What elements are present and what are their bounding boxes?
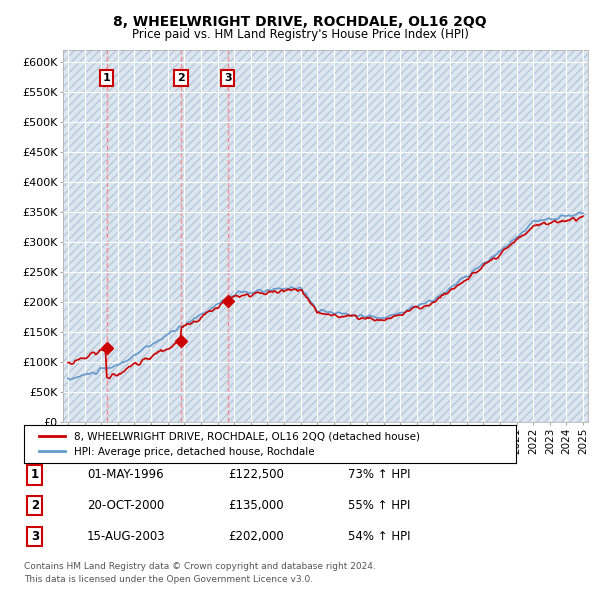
Text: 1: 1: [103, 73, 110, 83]
Text: 01-MAY-1996: 01-MAY-1996: [87, 468, 164, 481]
Text: 8, WHEELWRIGHT DRIVE, ROCHDALE, OL16 2QQ: 8, WHEELWRIGHT DRIVE, ROCHDALE, OL16 2QQ: [113, 15, 487, 29]
Text: Contains HM Land Registry data © Crown copyright and database right 2024.: Contains HM Land Registry data © Crown c…: [24, 562, 376, 571]
Text: 2: 2: [177, 73, 185, 83]
Text: 55% ↑ HPI: 55% ↑ HPI: [348, 499, 410, 512]
Text: 20-OCT-2000: 20-OCT-2000: [87, 499, 164, 512]
Text: 54% ↑ HPI: 54% ↑ HPI: [348, 530, 410, 543]
Text: 3: 3: [31, 530, 39, 543]
Text: £135,000: £135,000: [228, 499, 284, 512]
Legend: 8, WHEELWRIGHT DRIVE, ROCHDALE, OL16 2QQ (detached house), HPI: Average price, d: 8, WHEELWRIGHT DRIVE, ROCHDALE, OL16 2QQ…: [34, 426, 425, 462]
Text: This data is licensed under the Open Government Licence v3.0.: This data is licensed under the Open Gov…: [24, 575, 313, 584]
Text: 3: 3: [224, 73, 232, 83]
Text: Price paid vs. HM Land Registry's House Price Index (HPI): Price paid vs. HM Land Registry's House …: [131, 28, 469, 41]
Text: 15-AUG-2003: 15-AUG-2003: [87, 530, 166, 543]
Text: 2: 2: [31, 499, 39, 512]
Text: 1: 1: [31, 468, 39, 481]
Text: 73% ↑ HPI: 73% ↑ HPI: [348, 468, 410, 481]
Text: £122,500: £122,500: [228, 468, 284, 481]
Text: £202,000: £202,000: [228, 530, 284, 543]
